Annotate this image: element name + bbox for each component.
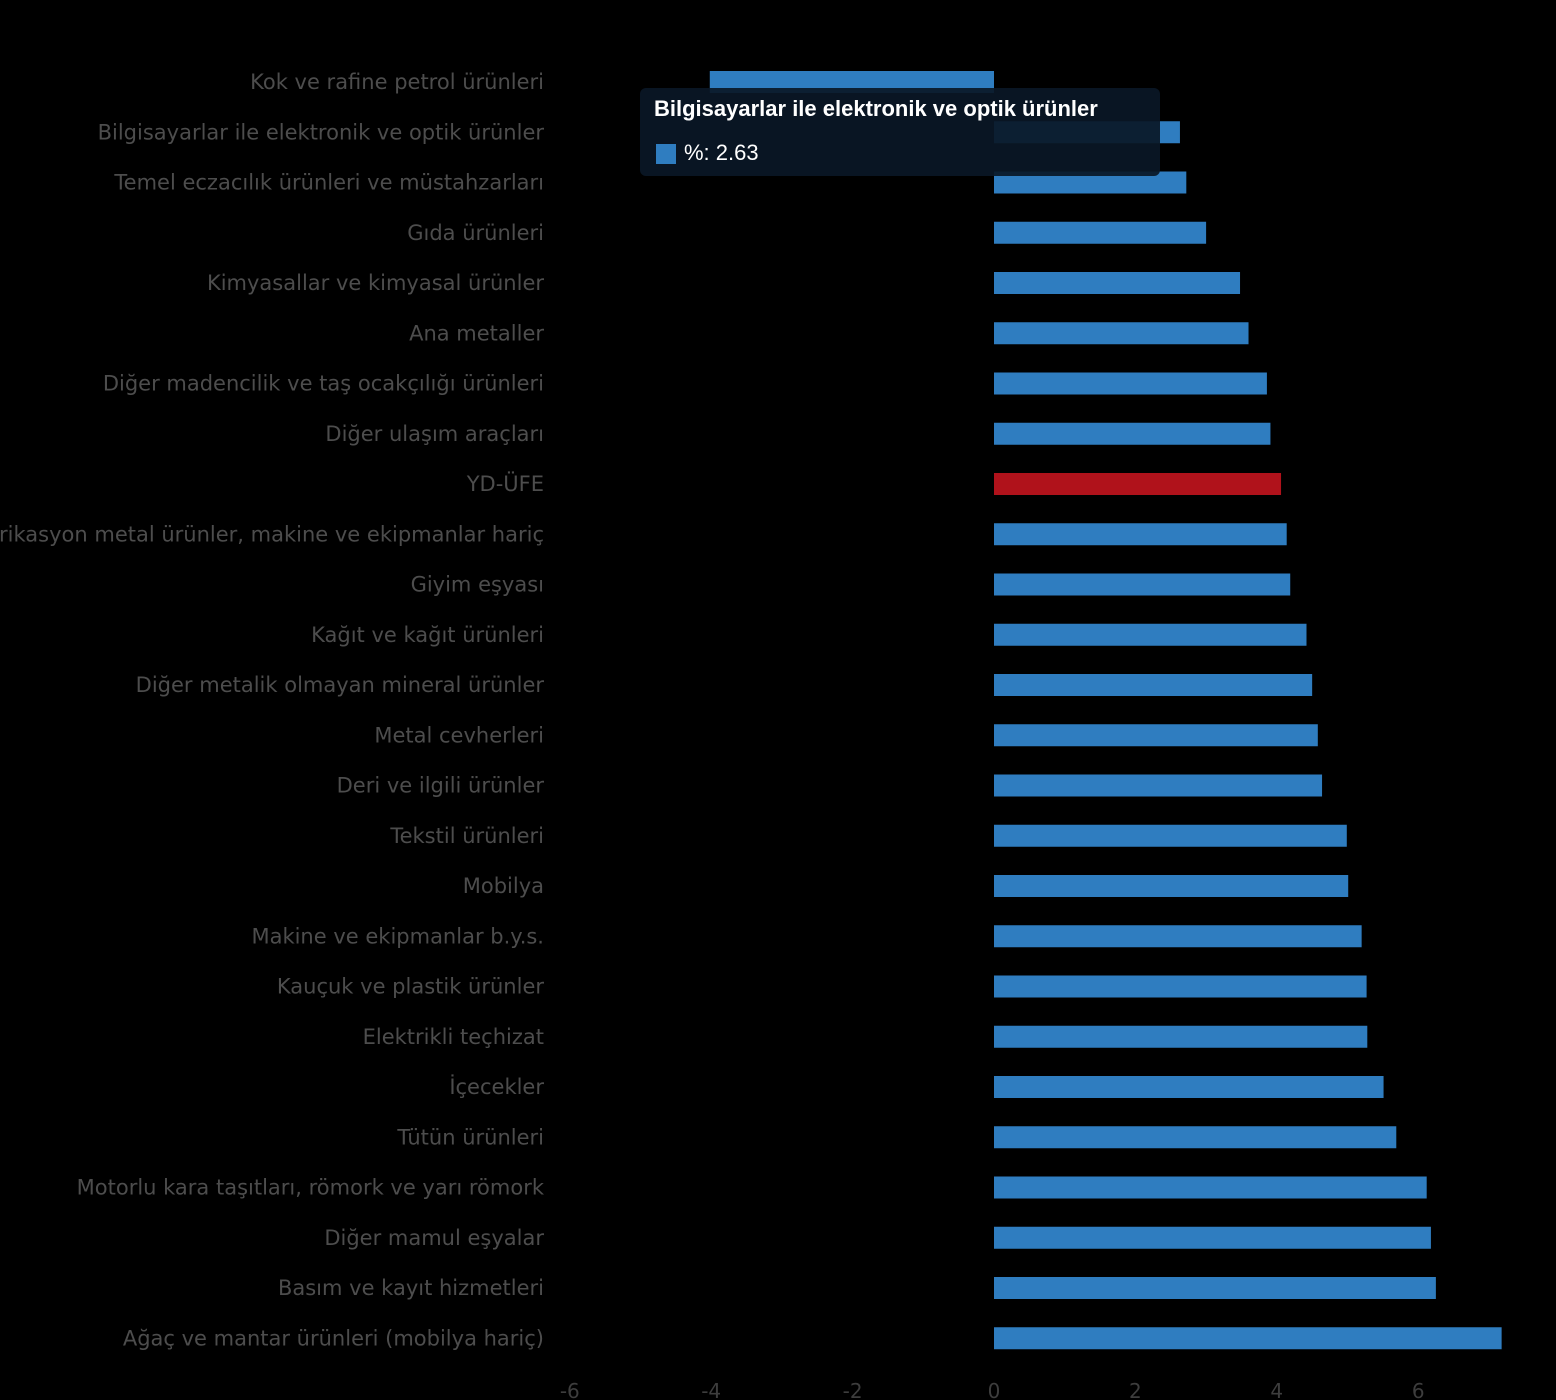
bar[interactable] (994, 875, 1349, 897)
category-label: Kimyasallar ve kimyasal ürünler (207, 271, 544, 295)
x-tick-label: 2 (1129, 1379, 1142, 1400)
category-label: Gıda ürünleri (407, 221, 544, 245)
tooltip-background (640, 88, 1160, 176)
bar[interactable] (994, 623, 1307, 646)
bar[interactable] (994, 724, 1318, 747)
category-label: Diğer madencilik ve taş ocakçılığı ürünl… (103, 372, 544, 396)
category-label: Elektrikli teçhizat (363, 1025, 544, 1049)
bar[interactable] (994, 272, 1241, 294)
bar[interactable] (994, 322, 1249, 345)
bar[interactable] (994, 1025, 1368, 1048)
x-tick-label: -2 (843, 1379, 863, 1400)
bar[interactable] (994, 824, 1347, 847)
category-label: Temel eczacılık ürünleri ve müstahzarlar… (113, 171, 544, 195)
tooltip-value: %: 2.63 (684, 140, 759, 165)
category-label: Diğer metalik olmayan mineral ürünler (136, 673, 545, 697)
tooltip: Bilgisayarlar ile elektronik ve optik ür… (640, 88, 1160, 176)
bar[interactable] (994, 422, 1271, 445)
x-tick-label: 6 (1412, 1379, 1425, 1400)
bar[interactable] (994, 1126, 1397, 1149)
bar[interactable] (994, 774, 1323, 797)
bars (709, 71, 1502, 1350)
category-label: Deri ve ilgili ürünler (337, 774, 545, 798)
category-label: İçecekler (449, 1074, 544, 1099)
category-label: Kauçuk ve plastik ürünler (277, 975, 544, 999)
category-label: Tekstil ürünleri (389, 824, 544, 848)
bar[interactable] (994, 171, 1187, 194)
bar-highlight[interactable] (994, 473, 1282, 495)
category-label: Bilgisayarlar ile elektronik ve optik ür… (98, 120, 545, 144)
x-axis-ticks: -6 -4 -2 0 2 4 6 (560, 1379, 1425, 1400)
bar[interactable] (994, 1327, 1502, 1350)
x-tick-label: -6 (560, 1379, 580, 1400)
category-label: Makine ve ekipmanlar b.y.s. (251, 924, 544, 948)
x-tick-label: -4 (701, 1379, 721, 1400)
bar[interactable] (994, 1076, 1384, 1098)
category-label: YD-ÜFE (466, 471, 544, 496)
category-label: Motorlu kara taşıtları, römork ve yarı r… (77, 1176, 545, 1200)
category-label: Basım ve kayıt hizmetleri (278, 1276, 544, 1300)
bar[interactable] (994, 674, 1313, 696)
bar[interactable] (994, 523, 1287, 546)
category-label: Ana metaller (409, 321, 544, 345)
bar[interactable] (994, 925, 1362, 948)
category-label: Metal cevherleri (374, 723, 544, 747)
category-label: Diğer ulaşım araçları (325, 422, 544, 446)
bar[interactable] (994, 1226, 1431, 1249)
bar[interactable] (994, 221, 1207, 244)
category-label: Diğer mamul eşyalar (324, 1226, 544, 1250)
bar[interactable] (709, 71, 994, 93)
category-label: Mobilya (463, 874, 544, 898)
bar[interactable] (994, 1176, 1427, 1199)
bar[interactable] (994, 975, 1367, 998)
tooltip-swatch (656, 144, 676, 164)
category-label: Fabrikasyon metal ürünler, makine ve eki… (0, 522, 544, 546)
category-label: Kok ve rafine petrol ürünleri (250, 70, 544, 94)
tooltip-title: Bilgisayarlar ile elektronik ve optik ür… (654, 96, 1098, 121)
category-label: Giyim eşyası (411, 573, 544, 597)
x-tick-label: 0 (988, 1379, 1001, 1400)
category-label: Kağıt ve kağıt ürünleri (311, 623, 544, 647)
category-label: Ağaç ve mantar ürünleri (mobilya hariç) (123, 1326, 544, 1350)
category-labels: Kok ve rafine petrol ürünleri Bilgisayarl… (0, 70, 545, 1350)
bar[interactable] (994, 573, 1291, 596)
category-label: Tütün ürünleri (396, 1125, 544, 1149)
bar[interactable] (994, 1277, 1436, 1299)
x-tick-label: 4 (1270, 1379, 1283, 1400)
bar[interactable] (994, 372, 1267, 395)
